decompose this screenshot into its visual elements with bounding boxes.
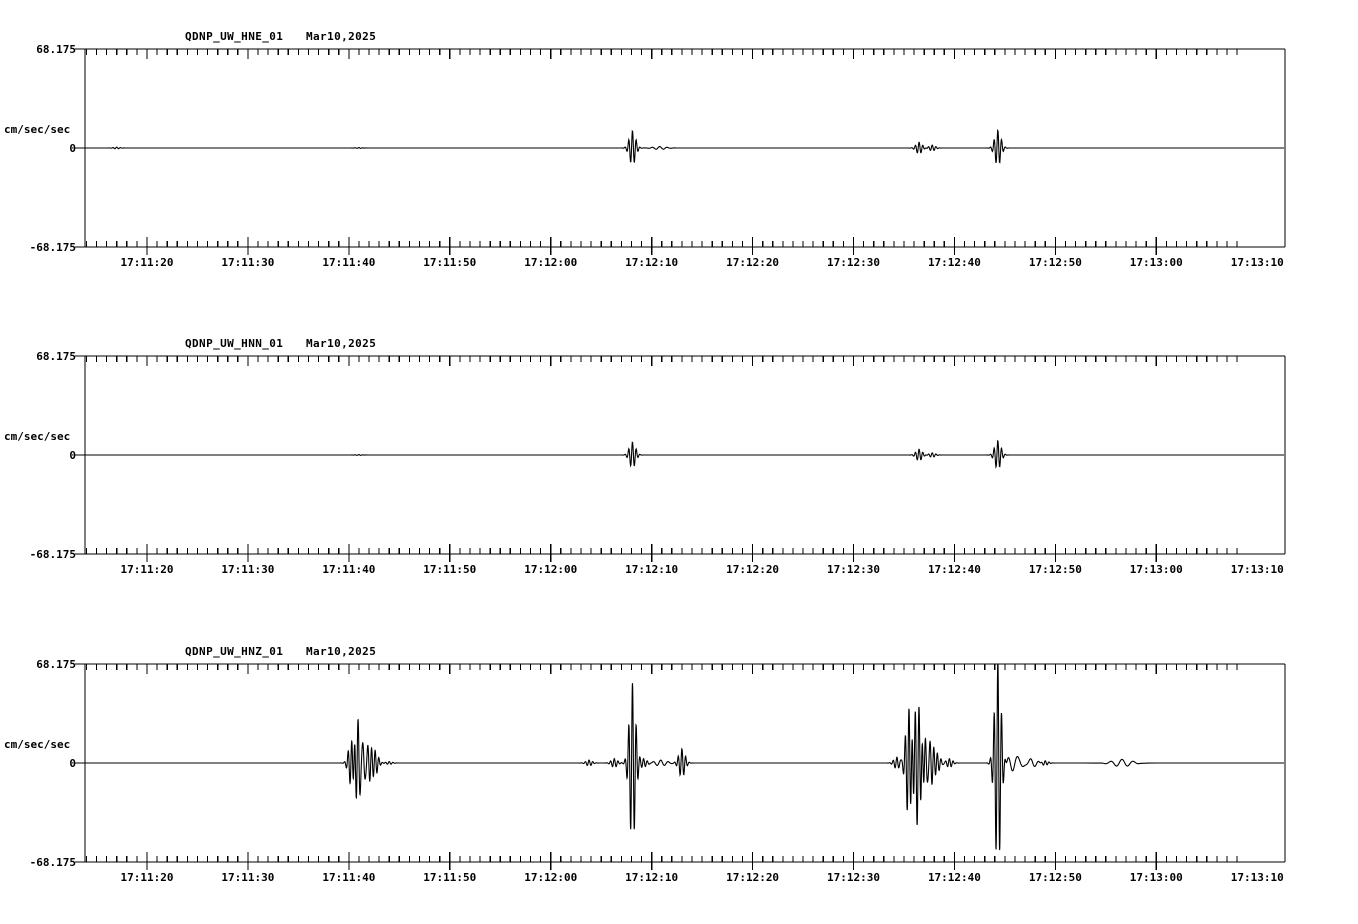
x-axis-tick-label: 17:13:10 xyxy=(1230,563,1284,576)
y-axis-min-label-hnz: -68.175 xyxy=(29,856,76,869)
x-axis-tick-label: 17:11:30 xyxy=(221,871,275,884)
x-axis-tick-label: 17:12:20 xyxy=(726,871,780,884)
x-axis-tick-label: 17:12:20 xyxy=(726,563,780,576)
x-axis-tick-label: 17:11:30 xyxy=(221,256,275,269)
waveform-trace-hne xyxy=(85,128,1285,164)
panel-title-hnz: QDNP_UW_HNZ_01 xyxy=(185,645,284,658)
y-axis-max-label-hnz: 68.175 xyxy=(36,658,76,671)
x-axis-tick-label: 17:13:00 xyxy=(1129,256,1183,269)
x-axis-tick-label: 17:11:20 xyxy=(120,563,174,576)
x-axis-tick-label: 17:13:10 xyxy=(1230,871,1284,884)
x-axis-tick-label: 17:13:00 xyxy=(1129,563,1183,576)
y-axis-max-label-hne: 68.175 xyxy=(36,43,76,56)
x-axis-tick-label: 17:12:40 xyxy=(927,871,981,884)
x-axis-tick-label: 17:11:50 xyxy=(423,563,477,576)
panel-date-hne: Mar10,2025 xyxy=(306,30,377,43)
y-axis-zero-label-hne: 0 xyxy=(69,142,76,155)
x-axis-tick-label: 17:12:30 xyxy=(827,563,880,576)
x-axis-tick-label: 17:12:30 xyxy=(827,871,880,884)
x-axis-tick-label: 17:12:30 xyxy=(827,256,880,269)
panel-date-hnz: Mar10,2025 xyxy=(306,645,377,658)
panel-title-hne: QDNP_UW_HNE_01 xyxy=(185,30,284,43)
x-axis-tick-label: 17:12:50 xyxy=(1028,256,1082,269)
x-axis-tick-label: 17:11:30 xyxy=(221,563,275,576)
x-axis-tick-label: 17:12:40 xyxy=(927,563,981,576)
y-axis-min-label-hne: -68.175 xyxy=(29,241,76,254)
y-axis-zero-label-hnn: 0 xyxy=(69,449,76,462)
x-axis-tick-label: 17:11:20 xyxy=(120,256,174,269)
panel-date-hnn: Mar10,2025 xyxy=(306,337,377,350)
x-axis-tick-label: 17:12:50 xyxy=(1028,563,1082,576)
waveform-trace-hnn xyxy=(85,439,1285,470)
y-axis-unit-label-hne: cm/sec/sec xyxy=(4,123,71,136)
x-axis-tick-label: 17:12:00 xyxy=(524,871,578,884)
x-axis-tick-label: 17:11:40 xyxy=(322,563,376,576)
x-axis-tick-label: 17:13:10 xyxy=(1230,256,1284,269)
x-axis-tick-label: 17:12:00 xyxy=(524,256,578,269)
y-axis-min-label-hnn: -68.175 xyxy=(29,548,76,561)
x-axis-tick-label: 17:11:40 xyxy=(322,871,376,884)
x-axis-tick-label: 17:13:00 xyxy=(1129,871,1183,884)
x-axis-tick-label: 17:12:20 xyxy=(726,256,780,269)
x-axis-tick-label: 17:11:50 xyxy=(423,871,477,884)
y-axis-unit-label-hnz: cm/sec/sec xyxy=(4,738,71,751)
x-axis-tick-label: 17:12:00 xyxy=(524,563,578,576)
x-axis-tick-label: 17:11:40 xyxy=(322,256,376,269)
x-axis-tick-label: 17:11:50 xyxy=(423,256,477,269)
x-axis-tick-label: 17:12:10 xyxy=(625,563,679,576)
y-axis-max-label-hnn: 68.175 xyxy=(36,350,76,363)
x-axis-tick-label: 17:11:20 xyxy=(120,871,174,884)
y-axis-unit-label-hnn: cm/sec/sec xyxy=(4,430,71,443)
y-axis-zero-label-hnz: 0 xyxy=(69,757,76,770)
waveform-trace-hnz xyxy=(85,663,1285,851)
x-axis-tick-label: 17:12:50 xyxy=(1028,871,1082,884)
x-axis-tick-label: 17:12:40 xyxy=(927,256,981,269)
x-axis-tick-label: 17:12:10 xyxy=(625,256,679,269)
x-axis-tick-label: 17:12:10 xyxy=(625,871,679,884)
panel-title-hnn: QDNP_UW_HNN_01 xyxy=(185,337,284,350)
